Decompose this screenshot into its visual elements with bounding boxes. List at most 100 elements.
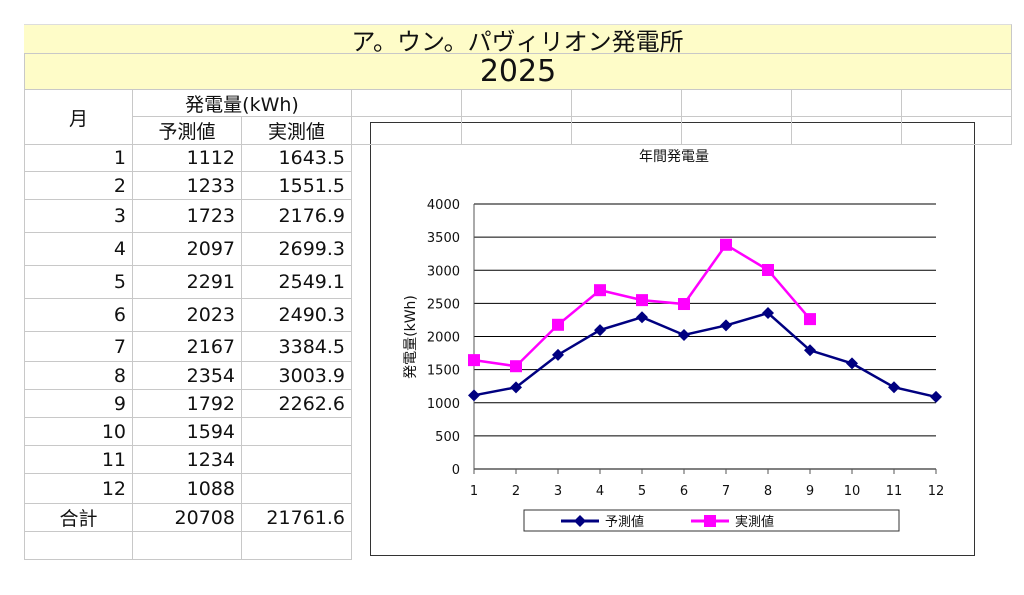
actual-cell[interactable]: 3384.5 [242,332,352,362]
x-tick-label: 9 [806,484,814,499]
actual-cell[interactable]: 3003.9 [242,362,352,390]
forecast-cell[interactable]: 2167 [133,332,242,362]
month-cell[interactable]: 9 [24,390,133,418]
data-point [468,354,480,367]
month-cell[interactable]: 10 [24,418,133,446]
actual-cell[interactable]: 2549.1 [242,266,352,299]
series-line-0 [473,311,937,399]
y-tick-label: 3000 [427,264,460,279]
forecast-cell[interactable]: 2291 [133,266,242,299]
y-tick-label: 1500 [427,364,460,379]
forecast-cell[interactable]: 1792 [133,390,242,418]
total-actual[interactable]: 21761.6 [242,504,352,532]
header-generation[interactable]: 発電量(kWh) [133,90,352,117]
empty-cell[interactable] [133,532,242,560]
empty-cell[interactable] [682,90,792,117]
data-point [678,328,690,341]
forecast-cell[interactable]: 1112 [133,145,242,172]
empty-cell[interactable] [352,117,462,145]
empty-cell[interactable] [242,532,352,560]
forecast-cell-text: 2023 [186,304,235,326]
forecast-cell[interactable]: 1088 [133,474,242,504]
month-cell-text: 11 [101,448,126,471]
actual-cell[interactable]: 2699.3 [242,233,352,266]
total-forecast-text: 20708 [174,506,235,529]
month-cell[interactable]: 7 [24,332,133,362]
forecast-cell[interactable]: 2097 [133,233,242,266]
empty-cell[interactable] [24,532,133,560]
empty-cell[interactable] [902,90,1012,117]
month-cell[interactable]: 12 [24,474,133,504]
actual-cell[interactable] [242,446,352,474]
forecast-cell-text: 1234 [186,448,235,471]
month-cell[interactable]: 2 [24,172,133,200]
empty-cell[interactable] [572,90,682,117]
header-actual[interactable]: 実測値 [242,117,352,145]
forecast-cell[interactable]: 1233 [133,172,242,200]
legend-label: 予測値 [605,514,644,530]
month-cell-text: 12 [101,477,126,500]
month-cell[interactable]: 5 [24,266,133,299]
y-tick-label: 2000 [427,331,460,346]
empty-cell[interactable] [902,117,1012,145]
header-month[interactable]: 月 [24,90,133,145]
empty-cell[interactable] [462,117,572,145]
forecast-cell-text: 1233 [186,174,235,197]
x-tick-label: 10 [844,484,861,499]
data-point [552,318,564,331]
actual-cell[interactable]: 2262.6 [242,390,352,418]
forecast-cell-text: 1088 [186,477,235,500]
month-cell[interactable]: 3 [24,200,133,233]
empty-cell[interactable] [352,90,462,117]
empty-cell[interactable] [462,90,572,117]
month-cell[interactable]: 4 [24,233,133,266]
empty-cell[interactable] [792,90,902,117]
chart[interactable]: 年間発電量 0 500 1000 1500 2000 2500 3000 3500 4000 1 2 3… [370,122,975,556]
total-label[interactable]: 合計 [24,504,133,532]
data-point [762,307,774,320]
month-cell-text: 10 [101,420,126,443]
x-tick-label: 12 [928,484,945,499]
actual-cell[interactable]: 1551.5 [242,172,352,200]
data-point [888,381,900,394]
year-cell[interactable]: 2025 [24,54,1012,90]
y-tick-label: 4000 [427,198,460,213]
month-cell[interactable]: 6 [24,299,133,332]
actual-cell-text: 1643.5 [278,147,345,169]
forecast-cell[interactable]: 2023 [133,299,242,332]
actual-cell[interactable]: 2176.9 [242,200,352,233]
empty-cell[interactable] [682,117,792,145]
total-forecast[interactable]: 20708 [133,504,242,532]
empty-cell[interactable] [792,117,902,145]
data-point [720,238,732,251]
data-point [510,381,522,394]
x-tick-label: 4 [596,484,604,499]
empty-cell[interactable] [572,117,682,145]
data-point [720,319,732,332]
actual-cell[interactable] [242,474,352,504]
actual-cell[interactable]: 2490.3 [242,299,352,332]
month-cell-text: 1 [113,147,126,169]
actual-cell[interactable]: 1643.5 [242,145,352,172]
actual-cell-text: 1551.5 [278,174,345,197]
forecast-cell[interactable]: 1234 [133,446,242,474]
x-tick-label: 1 [470,484,478,499]
data-point [762,263,774,276]
actual-cell[interactable] [242,418,352,446]
forecast-cell[interactable]: 2354 [133,362,242,390]
forecast-cell[interactable]: 1594 [133,418,242,446]
month-cell[interactable]: 11 [24,446,133,474]
x-tick-label: 11 [886,484,903,499]
header-forecast[interactable]: 予測値 [133,117,242,145]
month-cell[interactable]: 1 [24,145,133,172]
data-point [678,298,690,311]
title-cell[interactable]: ア。ウン。パヴィリオン発電所 [24,24,1012,56]
forecast-cell[interactable]: 1723 [133,200,242,233]
data-point [804,344,816,357]
month-cell[interactable]: 8 [24,362,133,390]
month-cell-text: 2 [113,174,126,197]
forecast-cell-text: 1723 [186,205,235,227]
forecast-cell-text: 1792 [186,392,235,415]
month-cell-text: 5 [113,271,126,293]
